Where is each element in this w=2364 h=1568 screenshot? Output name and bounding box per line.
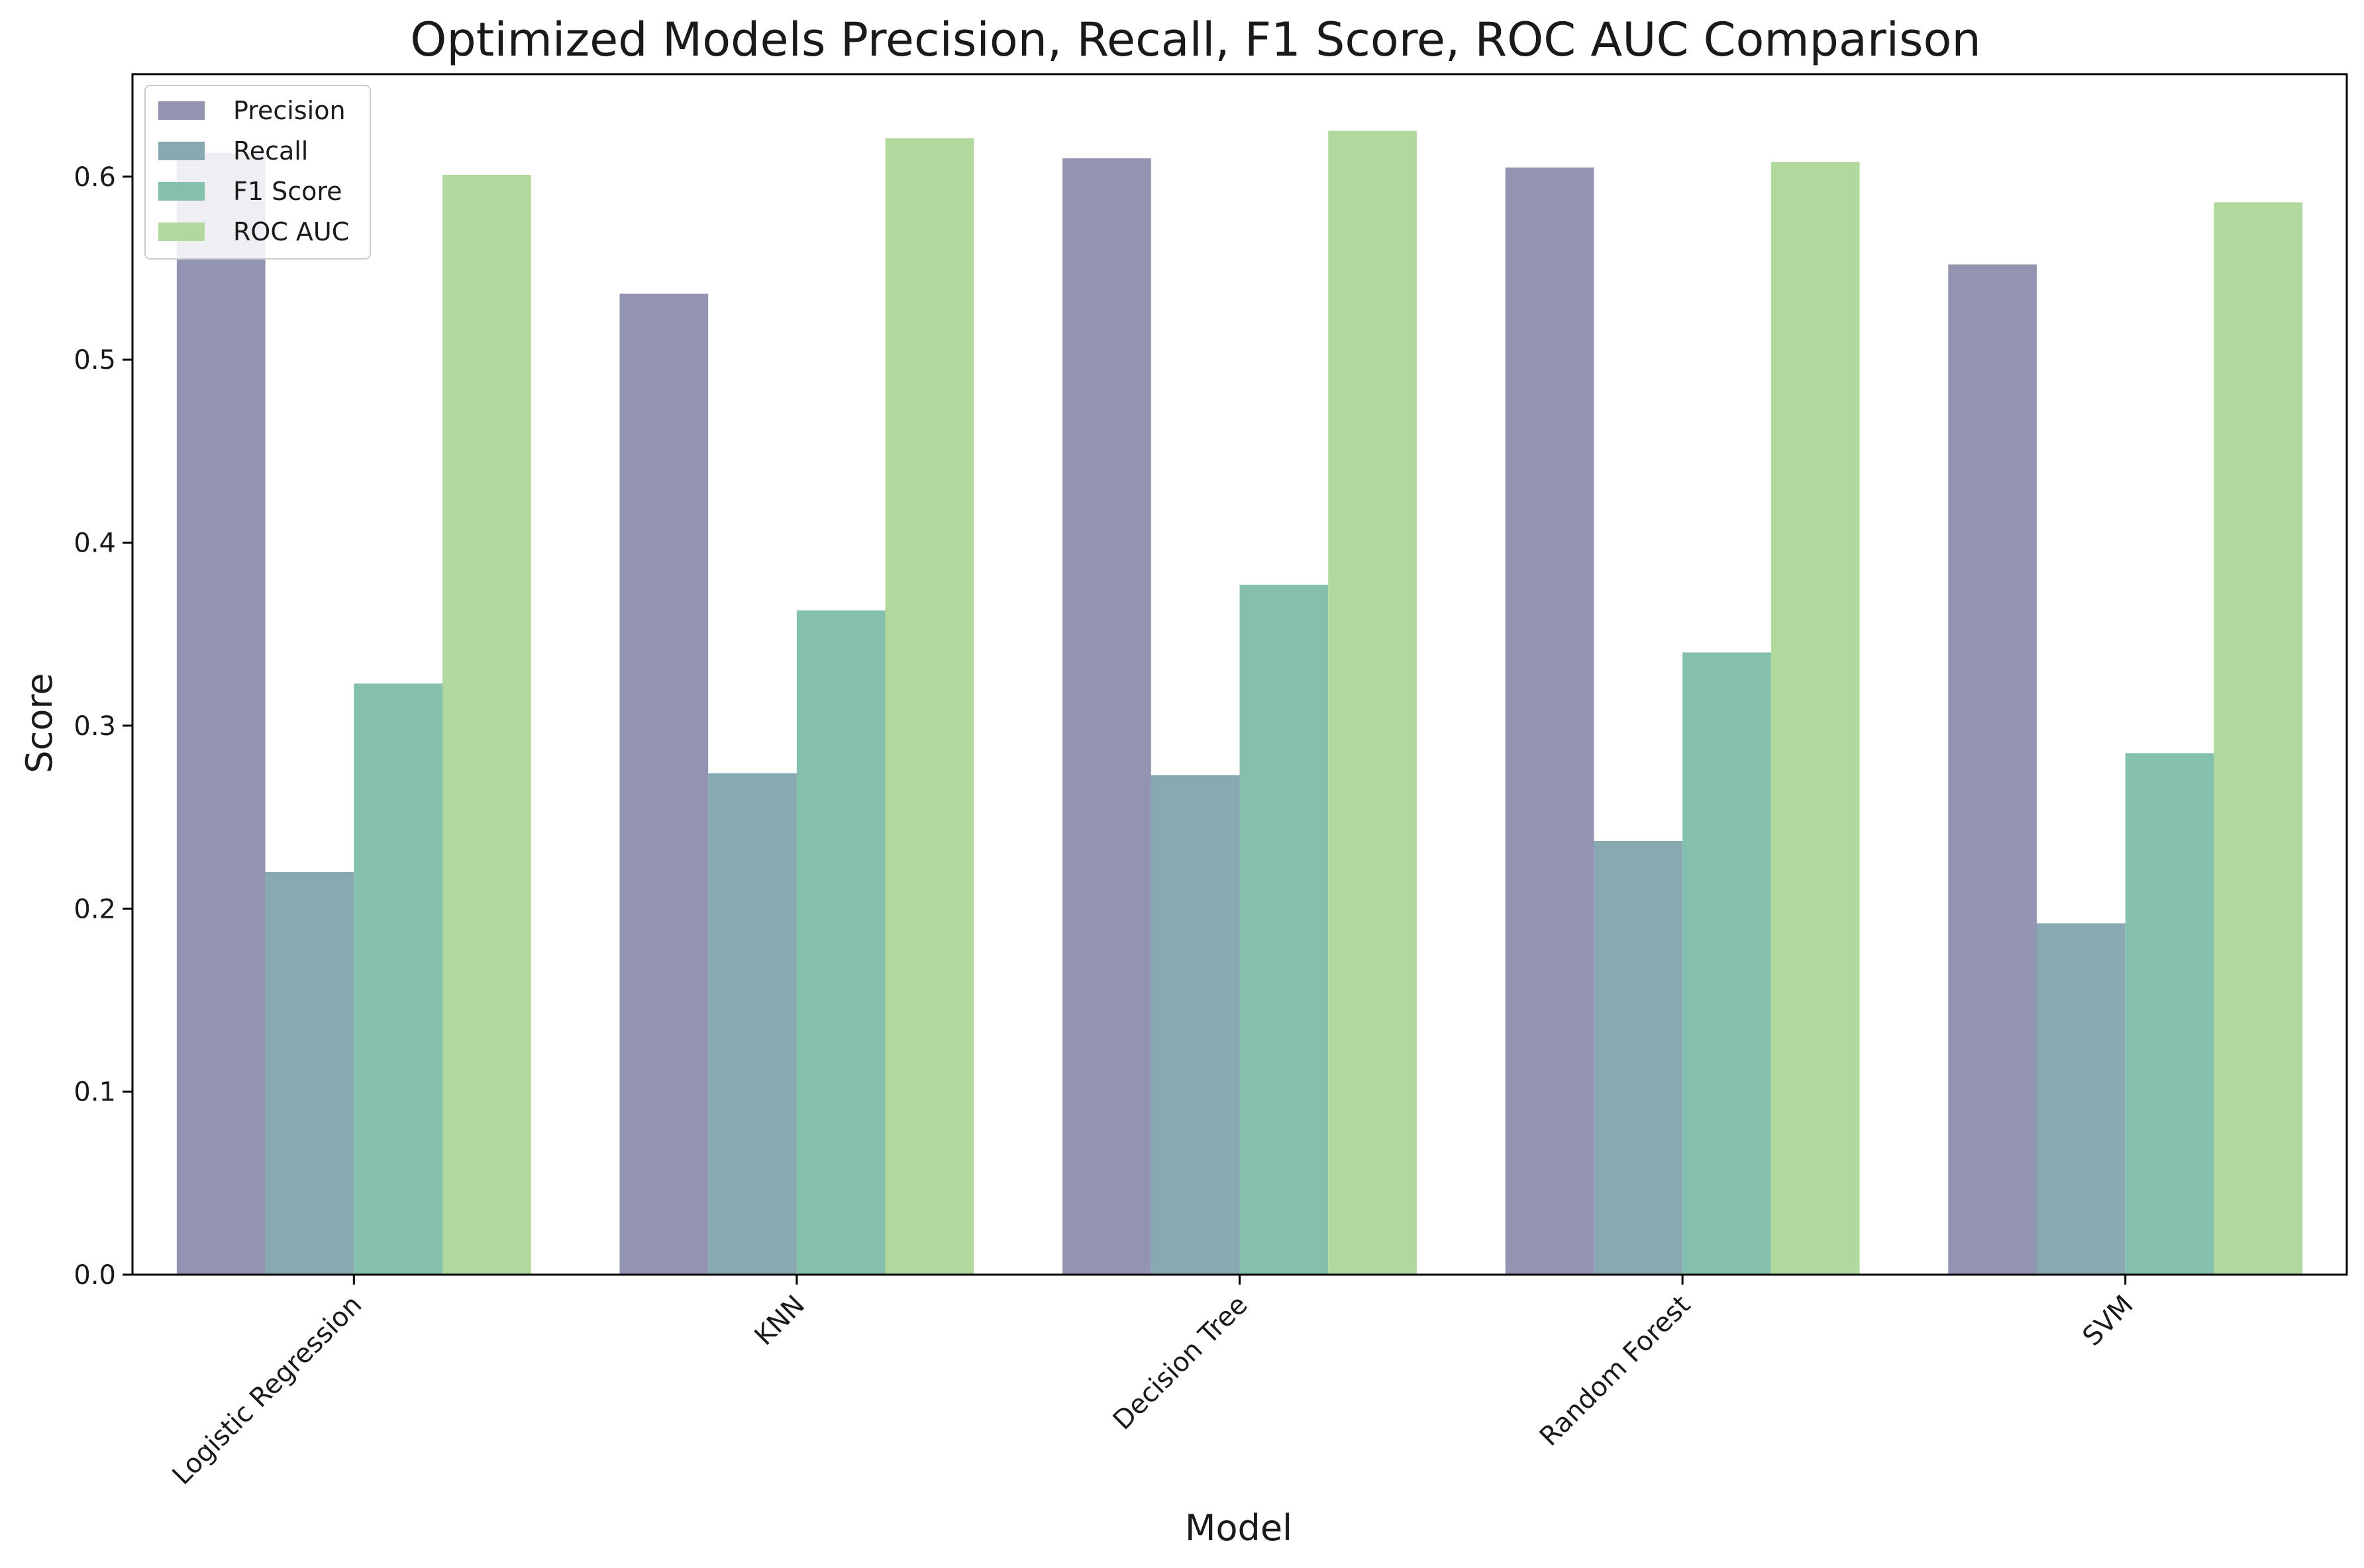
- y-tick-label: 0.5: [74, 345, 116, 375]
- legend-swatch: [158, 142, 205, 160]
- bar: [1682, 652, 1771, 1275]
- bar: [708, 773, 797, 1275]
- y-tick-label: 0.0: [74, 1260, 116, 1291]
- bar: [796, 610, 886, 1275]
- y-axis: 0.0 0.1 0.2 0.3 0.4 0.5 0.6: [74, 162, 132, 1291]
- legend-label: F1 Score: [233, 177, 342, 206]
- y-tick-label: 0.3: [74, 711, 116, 742]
- chart-title: Optimized Models Precision, Recall, F1 S…: [410, 13, 1980, 67]
- x-axis: Logistic Regression KNN Decision Tree Rando…: [167, 1275, 2139, 1491]
- y-axis-label: Score: [19, 673, 60, 773]
- legend-swatch: [158, 182, 205, 201]
- x-tick-label: Decision Tree: [1107, 1290, 1254, 1436]
- legend-label: Precision: [233, 96, 346, 125]
- y-tick-label: 0.6: [74, 162, 116, 193]
- bar: [176, 152, 266, 1275]
- bar: [1328, 130, 1417, 1275]
- x-axis-label: Model: [1185, 1507, 1292, 1549]
- bar: [354, 683, 443, 1275]
- bar: [1948, 264, 2037, 1275]
- legend-label: ROC AUC: [233, 217, 349, 246]
- x-tick-label: KNN: [749, 1290, 811, 1351]
- x-tick-label: Random Forest: [1534, 1290, 1696, 1452]
- bar: [1151, 775, 1240, 1275]
- legend-swatch: [158, 222, 205, 241]
- bar: [2214, 202, 2303, 1275]
- bars-layer: [176, 130, 2303, 1275]
- legend-swatch: [158, 101, 205, 120]
- bar: [442, 175, 531, 1275]
- bar: [885, 138, 974, 1275]
- y-tick-label: 0.2: [74, 894, 116, 924]
- bar: [2036, 923, 2126, 1275]
- legend: Precision Recall F1 Score ROC AUC: [144, 85, 371, 260]
- bar: [1771, 162, 1860, 1275]
- bar: [2125, 753, 2214, 1275]
- bar: [265, 871, 354, 1275]
- bar: [1594, 840, 1683, 1275]
- bar: [1505, 167, 1594, 1275]
- legend-label: Recall: [233, 136, 308, 166]
- x-tick-label: Logistic Regression: [167, 1290, 368, 1491]
- x-tick-label: SVM: [2077, 1290, 2139, 1352]
- y-tick-label: 0.1: [74, 1077, 116, 1108]
- bar: [1062, 158, 1151, 1275]
- bar: [1239, 585, 1329, 1275]
- y-tick-label: 0.4: [74, 528, 116, 559]
- legend-box: [144, 85, 371, 260]
- bar: [619, 293, 709, 1275]
